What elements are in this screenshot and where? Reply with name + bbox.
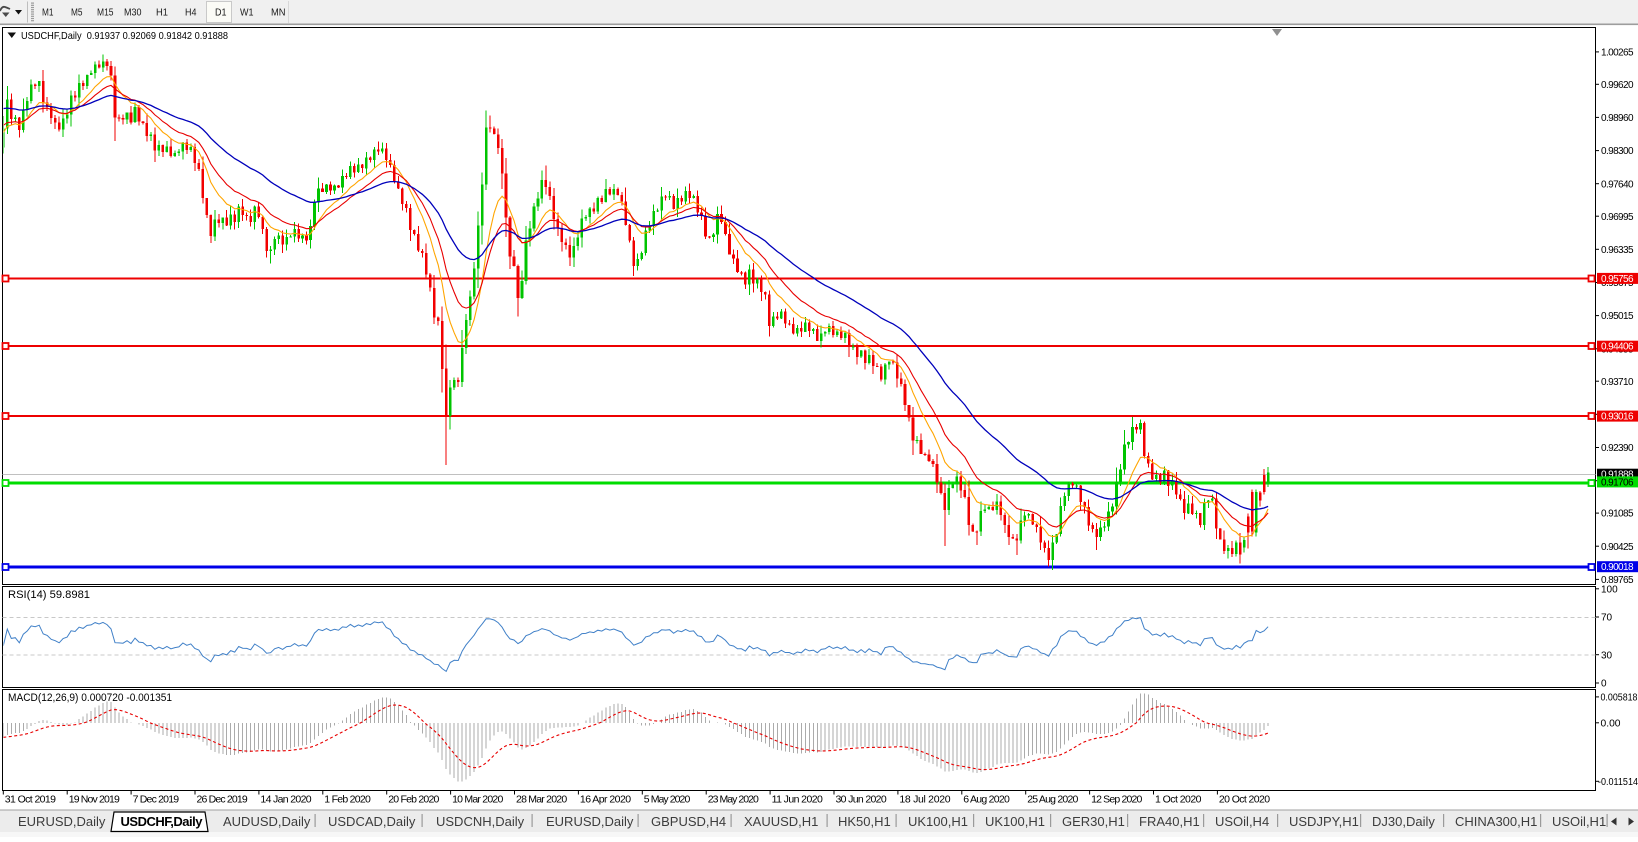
svg-text:0.96995: 0.96995 xyxy=(1601,212,1634,223)
svg-text:CHINA300,H1: CHINA300,H1 xyxy=(1455,814,1537,829)
svg-text:10 Mar 2020: 10 Mar 2020 xyxy=(452,794,503,806)
svg-text:23 May 2020: 23 May 2020 xyxy=(708,794,759,806)
svg-text:0.91085: 0.91085 xyxy=(1601,509,1634,520)
svg-text:0.95756: 0.95756 xyxy=(1601,274,1634,285)
svg-text:GBPUSD,H4: GBPUSD,H4 xyxy=(651,814,726,829)
svg-text:USOil,H1: USOil,H1 xyxy=(1552,814,1606,829)
svg-text:USDCHF,Daily 0.91937 0.92069: USDCHF,Daily 0.91937 0.92069 0.91842 0.9… xyxy=(21,30,228,42)
svg-text:RSI(14) 59.8981: RSI(14) 59.8981 xyxy=(8,589,90,601)
svg-text:USOil,H4: USOil,H4 xyxy=(1215,814,1269,829)
svg-text:30 Jun 2020: 30 Jun 2020 xyxy=(836,794,887,806)
svg-text:UK100,H1: UK100,H1 xyxy=(908,814,968,829)
svg-text:H4: H4 xyxy=(185,8,197,19)
svg-text:0.92390: 0.92390 xyxy=(1601,443,1634,454)
svg-text:0.005818: 0.005818 xyxy=(1601,693,1638,704)
svg-text:0.93710: 0.93710 xyxy=(1601,377,1634,388)
svg-text:0.94406: 0.94406 xyxy=(1601,342,1634,353)
svg-text:AUDUSD,Daily: AUDUSD,Daily xyxy=(223,814,311,829)
svg-text:26 Dec 2019: 26 Dec 2019 xyxy=(197,794,248,806)
svg-text:USDCHF,Daily: USDCHF,Daily xyxy=(121,814,204,829)
svg-text:FRA40,H1: FRA40,H1 xyxy=(1139,814,1200,829)
svg-text:0.98960: 0.98960 xyxy=(1601,113,1634,124)
svg-text:-0.011514: -0.011514 xyxy=(1598,777,1638,788)
svg-text:USDCAD,Daily: USDCAD,Daily xyxy=(328,814,416,829)
svg-text:100: 100 xyxy=(1601,584,1618,595)
svg-text:0.96335: 0.96335 xyxy=(1601,245,1634,256)
svg-text:14 Jan 2020: 14 Jan 2020 xyxy=(260,794,311,806)
svg-text:0.97640: 0.97640 xyxy=(1601,179,1634,190)
svg-text:7 Dec 2019: 7 Dec 2019 xyxy=(133,794,180,806)
svg-text:11 Jun 2020: 11 Jun 2020 xyxy=(772,794,823,806)
svg-text:0.95015: 0.95015 xyxy=(1601,311,1634,322)
svg-text:1 Oct 2020: 1 Oct 2020 xyxy=(1155,794,1202,806)
svg-text:GER30,H1: GER30,H1 xyxy=(1062,814,1125,829)
svg-text:30: 30 xyxy=(1601,650,1613,661)
svg-text:H1: H1 xyxy=(156,8,168,19)
svg-text:0.90425: 0.90425 xyxy=(1601,542,1634,553)
svg-text:12 Sep 2020: 12 Sep 2020 xyxy=(1091,794,1142,806)
svg-text:MN: MN xyxy=(271,8,286,19)
svg-text:M1: M1 xyxy=(42,8,54,19)
svg-text:6 Aug 2020: 6 Aug 2020 xyxy=(963,794,1010,806)
svg-text:20 Oct 2020: 20 Oct 2020 xyxy=(1219,794,1270,806)
svg-text:0.91706: 0.91706 xyxy=(1601,477,1634,488)
svg-text:MACD(12,26,9) 0.000720 -0.0013: MACD(12,26,9) 0.000720 -0.001351 xyxy=(8,692,172,704)
svg-text:USDCNH,Daily: USDCNH,Daily xyxy=(436,814,525,829)
svg-text:20 Feb 2020: 20 Feb 2020 xyxy=(388,794,439,806)
svg-text:0.90018: 0.90018 xyxy=(1601,562,1634,573)
svg-text:19 Nov 2019: 19 Nov 2019 xyxy=(69,794,120,806)
svg-text:0.99620: 0.99620 xyxy=(1601,80,1634,91)
svg-text:1.00265: 1.00265 xyxy=(1601,48,1634,59)
svg-text:0: 0 xyxy=(1601,679,1607,690)
svg-text:28 Mar 2020: 28 Mar 2020 xyxy=(516,794,567,806)
svg-text:0.91888: 0.91888 xyxy=(1601,470,1634,481)
svg-text:70: 70 xyxy=(1601,613,1613,624)
svg-text:5 May 2020: 5 May 2020 xyxy=(644,794,691,806)
svg-text:D1: D1 xyxy=(215,8,227,19)
svg-text:HK50,H1: HK50,H1 xyxy=(838,814,891,829)
svg-text:25 Aug 2020: 25 Aug 2020 xyxy=(1027,794,1078,806)
svg-text:0.93016: 0.93016 xyxy=(1601,412,1634,423)
svg-text:0.00: 0.00 xyxy=(1601,718,1621,729)
svg-text:XAUUSD,H1: XAUUSD,H1 xyxy=(744,814,818,829)
svg-text:W1: W1 xyxy=(240,8,254,19)
svg-text:16 Apr 2020: 16 Apr 2020 xyxy=(580,794,631,806)
svg-text:31 Oct 2019: 31 Oct 2019 xyxy=(5,794,56,806)
svg-text:DJ30,Daily: DJ30,Daily xyxy=(1372,814,1435,829)
svg-text:1 Feb 2020: 1 Feb 2020 xyxy=(324,794,371,806)
svg-text:18 Jul 2020: 18 Jul 2020 xyxy=(899,794,950,806)
svg-text:M15: M15 xyxy=(97,8,114,19)
svg-text:0.89765: 0.89765 xyxy=(1601,575,1634,586)
svg-text:M30: M30 xyxy=(124,8,142,19)
svg-text:USDJPY,H1: USDJPY,H1 xyxy=(1289,814,1359,829)
svg-text:EURUSD,Daily: EURUSD,Daily xyxy=(18,814,106,829)
svg-text:0.98300: 0.98300 xyxy=(1601,146,1634,157)
svg-text:EURUSD,Daily: EURUSD,Daily xyxy=(546,814,634,829)
svg-text:M5: M5 xyxy=(71,8,83,19)
svg-text:UK100,H1: UK100,H1 xyxy=(985,814,1045,829)
